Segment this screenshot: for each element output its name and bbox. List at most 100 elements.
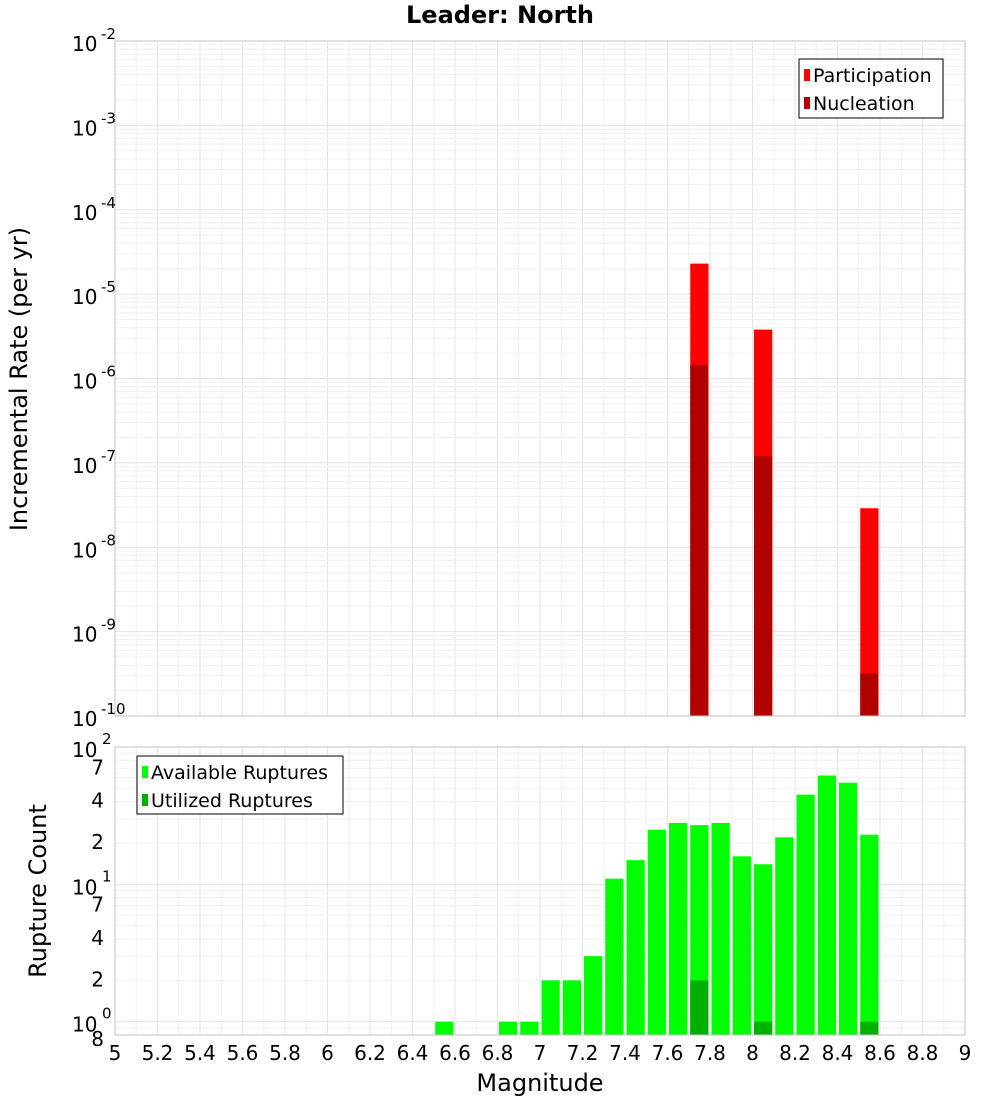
nucleation-bar	[754, 456, 773, 716]
y-tick-base: 10	[72, 738, 97, 762]
y-tick-label-bottom: 10 1	[72, 867, 112, 899]
x-tick-label: 6.8	[482, 1041, 514, 1065]
available-ruptures-bar	[584, 956, 603, 1035]
y-axis-title-top: Incremental Rate (per yr)	[5, 227, 33, 531]
y-tick-label-bottom: 10 2	[72, 730, 112, 762]
x-axis-title: Magnitude	[476, 1069, 603, 1097]
available-ruptures-bar	[647, 829, 666, 1035]
available-ruptures-bar	[796, 794, 815, 1035]
y-tick-base: 10	[72, 623, 97, 647]
y-minor-tick-label: 2	[91, 830, 104, 854]
y-tick-label-top: 10 -2	[72, 25, 116, 56]
available-ruptures-bar	[626, 860, 645, 1035]
y-tick-label-top: 10 -10	[72, 700, 126, 731]
x-tick-label: 5.6	[227, 1041, 259, 1065]
plot-frame-top	[114, 40, 966, 717]
y-tick-label-top: 10 -3	[72, 109, 116, 140]
x-tick-label: 7.6	[652, 1041, 684, 1065]
y-tick-base: 10	[72, 454, 97, 478]
nucleation-bar	[690, 364, 709, 716]
legend-swatch-available	[142, 766, 148, 778]
available-ruptures-bar	[775, 837, 794, 1035]
x-tick-label: 7.8	[694, 1041, 726, 1065]
y-tick-exponent: -2	[101, 25, 116, 43]
y-minor-tick-label: 7	[91, 893, 104, 917]
legend-swatch-utilized	[142, 794, 148, 806]
legend: Participation Nucleation	[798, 58, 944, 119]
y-axis-title-bottom: Rupture Count	[24, 804, 52, 978]
y-tick-base: 10	[72, 32, 97, 56]
x-tick-label: 6.6	[439, 1041, 471, 1065]
y-minor-tick-label: 8	[91, 1027, 104, 1051]
y-tick-label-top: 10 -8	[72, 531, 116, 562]
legend-label-participation: Participation	[813, 65, 932, 87]
x-tick-label: 9	[959, 1041, 972, 1065]
y-tick-label-top: 10 -9	[72, 616, 116, 647]
x-tick-label: 8.8	[907, 1041, 939, 1065]
y-tick-label-top: 10 -4	[72, 194, 116, 225]
y-tick-label-top: 10 -6	[72, 363, 116, 394]
y-tick-base: 10	[72, 707, 97, 731]
participation-bar	[860, 508, 879, 716]
x-tick-label: 8.6	[864, 1041, 896, 1065]
y-tick-exponent: -4	[101, 194, 116, 212]
y-minor-tick-label: 4	[91, 926, 104, 950]
x-tick-label: 6	[321, 1041, 334, 1065]
y-tick-label-top: 10 -7	[72, 447, 116, 478]
y-tick-base: 10	[72, 201, 97, 225]
legend: Available Ruptures Utilized Ruptures	[136, 755, 344, 815]
available-ruptures-bar	[732, 856, 751, 1035]
utilized-ruptures-bar	[860, 1021, 879, 1035]
available-ruptures-bar	[839, 782, 858, 1035]
y-tick-base: 10	[72, 1013, 97, 1037]
available-ruptures-bar	[541, 980, 560, 1035]
y-tick-base: 10	[72, 370, 97, 394]
y-tick-exponent: -9	[101, 616, 116, 634]
y-tick-base: 10	[72, 875, 97, 899]
y-tick-label-top: 10 -5	[72, 278, 116, 309]
available-ruptures-bar	[435, 1021, 454, 1035]
legend-label-available: Available Ruptures	[151, 762, 328, 784]
y-tick-exponent: -6	[101, 363, 116, 381]
y-tick-exponent: -8	[101, 531, 116, 549]
legend-swatch-participation	[804, 69, 810, 81]
x-tick-label: 5.8	[269, 1041, 301, 1065]
chart-title: Leader: North	[406, 1, 594, 29]
available-ruptures-bar	[860, 834, 879, 1035]
y-tick-base: 10	[72, 116, 97, 140]
x-tick-label: 6.4	[397, 1041, 429, 1065]
legend-box	[136, 755, 344, 815]
available-ruptures-bar	[605, 878, 624, 1035]
available-ruptures-bar	[711, 822, 730, 1035]
legend-box	[798, 58, 944, 119]
legend-label-utilized: Utilized Ruptures	[151, 790, 313, 812]
y-tick-exponent: -7	[101, 447, 116, 465]
utilized-ruptures-bar	[754, 1021, 773, 1035]
x-tick-label: 8	[746, 1041, 759, 1065]
y-minor-tick-label: 7	[91, 755, 104, 779]
y-tick-base: 10	[72, 538, 97, 562]
available-ruptures-bar	[499, 1021, 518, 1035]
plot-frame-bottom	[114, 746, 966, 1036]
x-tick-label: 7	[534, 1041, 547, 1065]
y-minor-tick-label: 4	[91, 789, 104, 813]
y-minor-tick-label: 2	[91, 967, 104, 991]
available-ruptures-bar	[817, 775, 836, 1035]
y-tick-base: 10	[72, 285, 97, 309]
x-tick-label: 6.2	[354, 1041, 386, 1065]
x-tick-label: 5.4	[184, 1041, 216, 1065]
y-tick-exponent: 1	[102, 867, 112, 885]
available-ruptures-bar	[520, 1021, 539, 1035]
y-tick-exponent: 2	[102, 730, 112, 748]
nucleation-bar	[860, 673, 879, 716]
y-tick-label-bottom: 10 0	[72, 1005, 112, 1037]
y-tick-exponent: 0	[102, 1005, 112, 1023]
y-tick-exponent: -10	[101, 700, 126, 718]
x-tick-label: 7.4	[609, 1041, 641, 1065]
y-tick-exponent: -5	[101, 278, 116, 296]
x-tick-label: 7.2	[567, 1041, 599, 1065]
available-ruptures-bar	[669, 822, 688, 1035]
x-tick-label: 8.2	[779, 1041, 811, 1065]
